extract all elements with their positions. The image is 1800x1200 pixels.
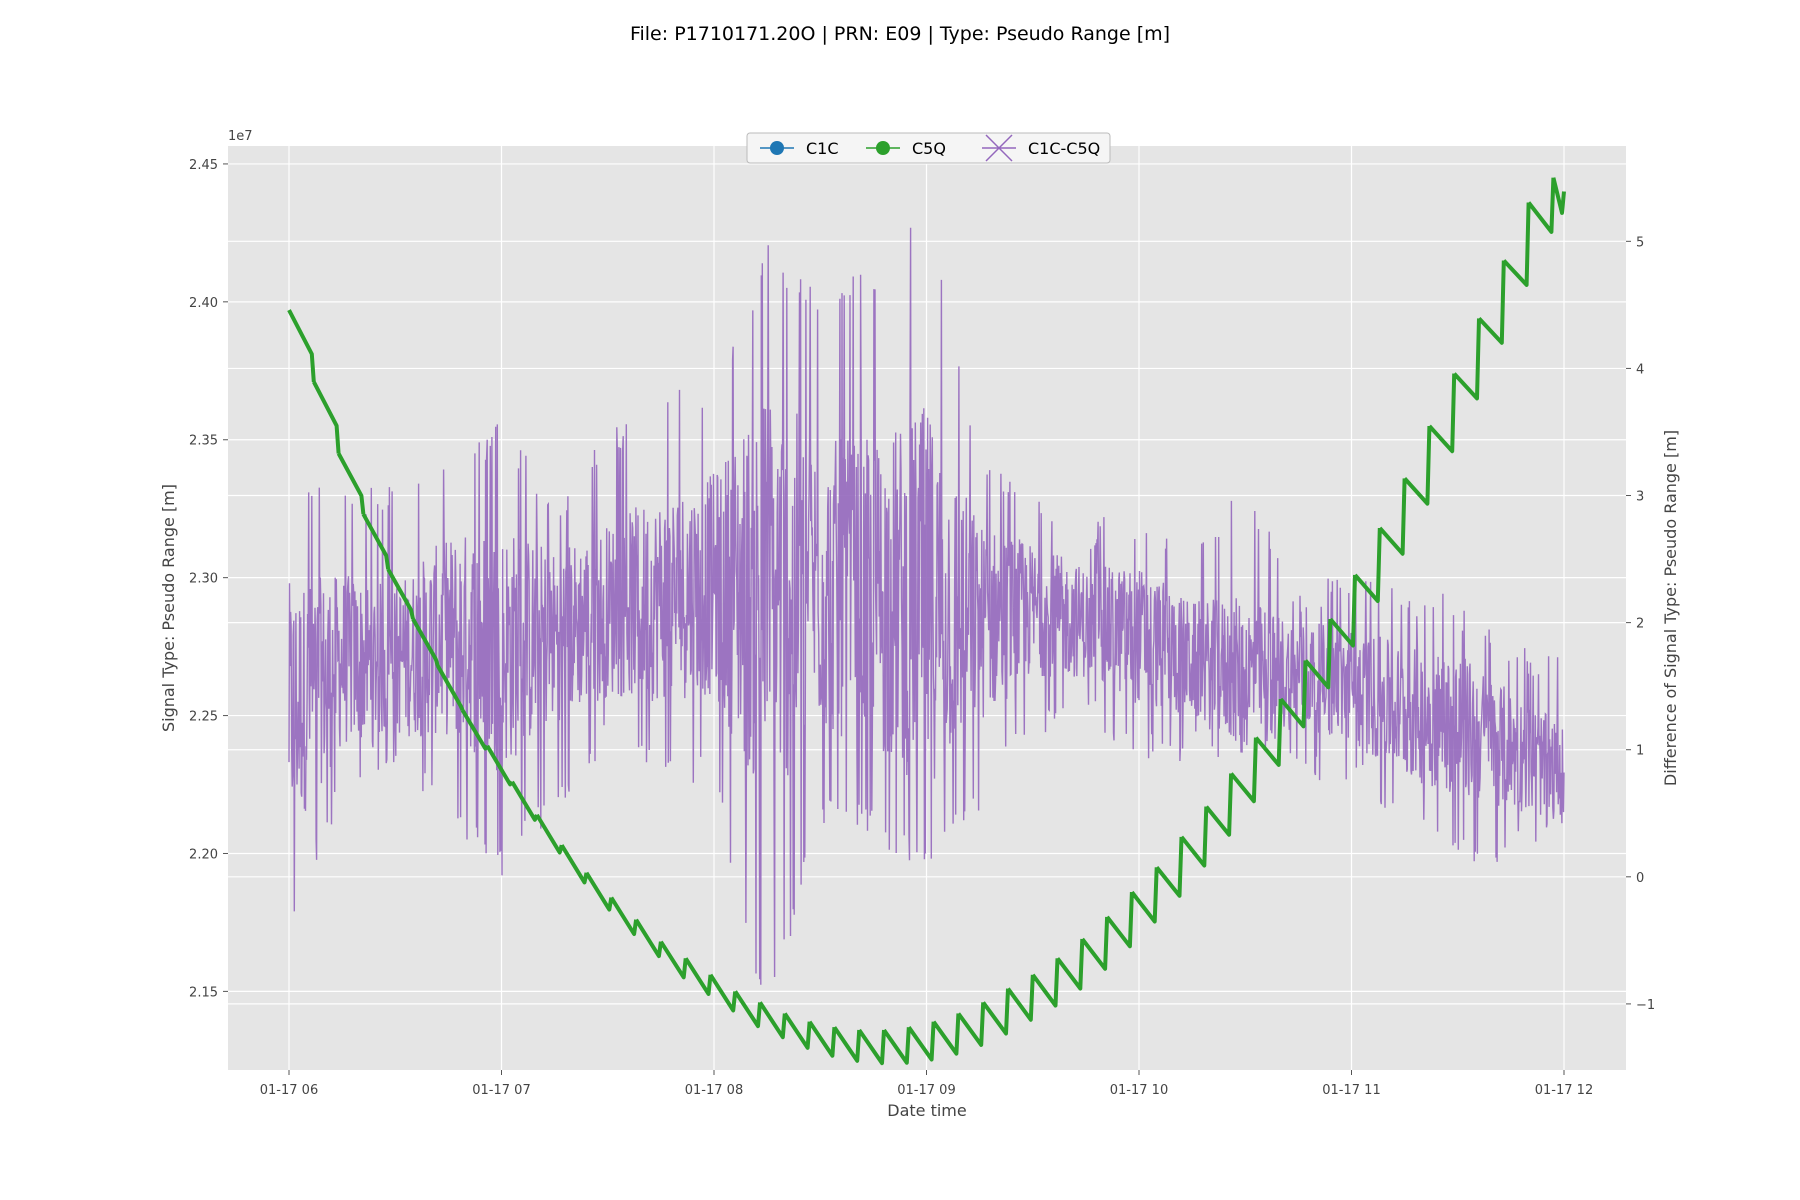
y-right-tick-label: 5 (1636, 235, 1644, 250)
chart-title: File: P1710171.20O | PRN: E09 | Type: Ps… (630, 23, 1170, 45)
y-right-tick-label: 4 (1636, 362, 1644, 377)
y-right-tick-label: −1 (1636, 998, 1655, 1013)
x-tick-label: 01-17 09 (897, 1083, 955, 1098)
x-tick-label: 01-17 11 (1322, 1083, 1380, 1098)
y-left-tick-label: 2.40 (189, 296, 218, 311)
series-c5q-line (287, 177, 1566, 1066)
legend-x-marker (985, 134, 1013, 162)
y-right-tick-label: 0 (1636, 871, 1644, 886)
y-right-axis-ticks: −1 0 1 2 3 4 5 (1626, 235, 1655, 1013)
x-tick-label: 01-17 12 (1535, 1083, 1593, 1098)
legend-label: C1C-C5Q (1028, 139, 1100, 158)
x-tick-label: 01-17 06 (260, 1083, 318, 1098)
legend-circle-marker (770, 141, 784, 155)
y-left-tick-label: 2.35 (189, 434, 218, 449)
x-tick-label: 01-17 07 (472, 1083, 530, 1098)
series-layer (287, 177, 1566, 1066)
x-tick-label: 01-17 10 (1110, 1083, 1168, 1098)
y-left-offset-label: 1e7 (228, 129, 253, 144)
y-left-tick-label: 2.15 (189, 985, 218, 1000)
x-tick-label: 01-17 08 (685, 1083, 743, 1098)
x-axis-label: Date time (887, 1101, 966, 1120)
y-right-axis-label: Difference of Signal Type: Pseudo Range … (1661, 430, 1680, 786)
x-axis-ticks: 01-17 06 01-17 07 01-17 08 01-17 09 01-17 10… (260, 1070, 1593, 1098)
y-right-tick-label: 1 (1636, 744, 1644, 759)
y-left-axis-label: Signal Type: Pseudo Range [m] (159, 484, 178, 732)
y-right-tick-label: 2 (1636, 617, 1644, 632)
y-left-tick-label: 2.20 (189, 847, 218, 862)
legend-circle-marker (876, 141, 890, 155)
y-left-tick-label: 2.30 (189, 572, 218, 587)
legend-label: C1C (806, 139, 839, 158)
legend-box (746, 132, 1111, 164)
y-right-tick-label: 3 (1636, 490, 1644, 505)
y-left-tick-label: 2.45 (189, 158, 218, 173)
y-left-axis-ticks: 2.15 2.20 2.25 2.30 2.35 2.40 2.45 (189, 158, 228, 1000)
legend: C1C C5Q C1C-C5Q (746, 132, 1111, 164)
y-left-tick-label: 2.25 (189, 710, 218, 725)
legend-label: C5Q (912, 139, 946, 158)
